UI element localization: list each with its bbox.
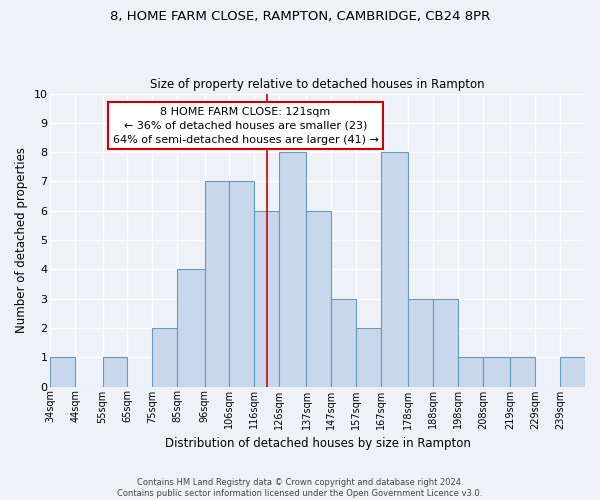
Bar: [483, 357, 511, 386]
Bar: [307, 210, 331, 386]
Bar: [50, 357, 75, 386]
Bar: [254, 210, 279, 386]
Title: Size of property relative to detached houses in Rampton: Size of property relative to detached ho…: [151, 78, 485, 91]
Bar: [177, 270, 205, 386]
Bar: [103, 357, 127, 386]
Y-axis label: Number of detached properties: Number of detached properties: [15, 147, 28, 333]
Bar: [205, 182, 229, 386]
Bar: [331, 298, 356, 386]
Bar: [511, 357, 535, 386]
Bar: [381, 152, 409, 386]
Bar: [409, 298, 433, 386]
Text: 8 HOME FARM CLOSE: 121sqm
← 36% of detached houses are smaller (23)
64% of semi-: 8 HOME FARM CLOSE: 121sqm ← 36% of detac…: [113, 106, 379, 144]
X-axis label: Distribution of detached houses by size in Rampton: Distribution of detached houses by size …: [165, 437, 470, 450]
Text: 8, HOME FARM CLOSE, RAMPTON, CAMBRIDGE, CB24 8PR: 8, HOME FARM CLOSE, RAMPTON, CAMBRIDGE, …: [110, 10, 490, 23]
Bar: [152, 328, 177, 386]
Bar: [229, 182, 254, 386]
Bar: [356, 328, 381, 386]
Bar: [458, 357, 483, 386]
Bar: [279, 152, 307, 386]
Text: Contains HM Land Registry data © Crown copyright and database right 2024.
Contai: Contains HM Land Registry data © Crown c…: [118, 478, 482, 498]
Bar: [560, 357, 585, 386]
Bar: [433, 298, 458, 386]
